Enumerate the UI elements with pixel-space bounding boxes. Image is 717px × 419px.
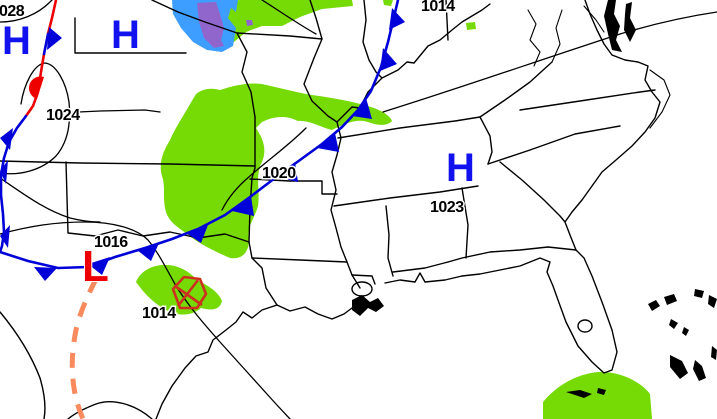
border-potomac <box>583 5 605 33</box>
coast-louisiana <box>276 304 353 320</box>
rain-area-top-band <box>208 0 353 50</box>
high-center-plains: H <box>111 13 140 57</box>
mixed-precip-main <box>197 2 224 48</box>
delmarva-shore <box>624 2 636 42</box>
bahamas-island-3 <box>694 289 704 298</box>
border-kansas-oklahoma <box>0 160 256 167</box>
bahamas-island-2 <box>664 294 677 305</box>
isobar-1028 <box>0 0 53 23</box>
coast-mississippi-alabama <box>384 272 463 284</box>
watch-box-outline <box>171 275 208 310</box>
watch-box-cross <box>174 279 203 307</box>
rain-area-florida-keys <box>543 371 652 419</box>
rain-area-central <box>160 83 392 259</box>
coast-outer-banks <box>649 69 671 129</box>
border-missouri-arkansas <box>249 178 338 195</box>
border-nebraska-kansas <box>74 17 187 54</box>
isobar-1020 <box>221 127 307 211</box>
isobar-1014-virginia <box>382 11 717 113</box>
trough-dashed-line <box>69 277 99 419</box>
bahamas-island-6 <box>682 327 689 336</box>
mixed-precip-areas <box>197 2 253 48</box>
border-tennessee-northcarolina <box>479 116 493 165</box>
rain-speck-westvirginia <box>466 22 476 30</box>
border-kentucky-virginia <box>479 61 553 118</box>
border-illinois-indiana <box>362 0 383 79</box>
high-center-southeast: H <box>446 146 475 190</box>
isobar-top-center <box>261 0 317 35</box>
mississippi-delta <box>352 295 384 316</box>
border-mississippi-alabama-line <box>385 205 394 277</box>
border-arkansas-louisiana <box>251 257 348 263</box>
rain-areas <box>136 0 652 419</box>
bahamas-island-5 <box>669 319 678 329</box>
border-mississippi-river <box>303 0 361 289</box>
coastal-fill-details <box>352 0 717 398</box>
border-rio-grande <box>67 401 153 419</box>
bahamas-island-1 <box>648 300 660 311</box>
isobar-label-1028: 028 <box>0 3 25 20</box>
isobar-1024-east <box>56 109 161 114</box>
high-center-west: H <box>2 19 31 63</box>
pressure-labels: 028 1024 1020 1014 1023 1016 1014 <box>0 0 466 324</box>
bahamas-island-8 <box>693 360 706 381</box>
isobar-1016 <box>0 221 291 419</box>
stationary-front <box>0 0 62 254</box>
border-virginia-northcarolina <box>519 89 656 111</box>
lake-pontchartrain <box>351 281 373 297</box>
coast-texas <box>155 304 278 419</box>
border-northcarolina-southcarolina <box>487 125 621 165</box>
low-center-texas: L <box>82 242 109 291</box>
lake-okeechobee <box>577 319 593 333</box>
isobar-label-1014-top: 1014 <box>421 0 455 15</box>
border-iowa-missouri <box>236 32 323 40</box>
state-borders <box>0 0 671 419</box>
isobar-label-1020: 1020 <box>262 165 296 182</box>
bahamas-island-7 <box>670 355 688 379</box>
border-tennessee-kentucky <box>337 116 481 139</box>
border-missouri-river <box>151 0 256 118</box>
border-indiana-ohio <box>445 0 449 41</box>
border-louisiana-mississippi-south <box>351 274 376 285</box>
border-alabama-georgia <box>461 187 469 259</box>
isobar-label-1014-texas: 1014 <box>142 305 176 322</box>
watch-box <box>171 275 208 310</box>
border-tennessee-south <box>333 185 479 207</box>
florida-keys-islands <box>566 388 606 398</box>
border-westvirginia-squiggle <box>527 9 563 67</box>
border-texas-louisiana <box>248 241 278 306</box>
coast-atlantic <box>564 0 661 251</box>
border-rio-grande-west <box>0 311 46 419</box>
border-florida-georgia <box>447 246 577 263</box>
cold-front-triangles <box>34 8 405 281</box>
pressure-centers: H H H L <box>1 12 476 292</box>
bahamas-island-9 <box>711 346 717 360</box>
coast-florida <box>461 249 618 374</box>
border-missouri-kansas-vertical <box>248 116 256 243</box>
border-georgia-southcarolina <box>499 161 566 223</box>
isobar-label-1024: 1024 <box>46 107 80 124</box>
stationary-front-semicircle <box>28 76 44 99</box>
isobar-1024-loop <box>0 62 71 175</box>
chesapeake-bay <box>604 0 622 52</box>
mixed-precip-dot <box>246 20 253 26</box>
rain-speck-missouri <box>383 0 393 6</box>
isobar-1016-west-branch <box>0 177 101 223</box>
high-label-1023: 1023 <box>430 199 464 216</box>
cold-front <box>0 0 405 281</box>
isobar-label-1016: 1016 <box>94 234 128 251</box>
bahamas-island-4 <box>708 295 717 308</box>
border-alabama-florida <box>392 261 449 273</box>
